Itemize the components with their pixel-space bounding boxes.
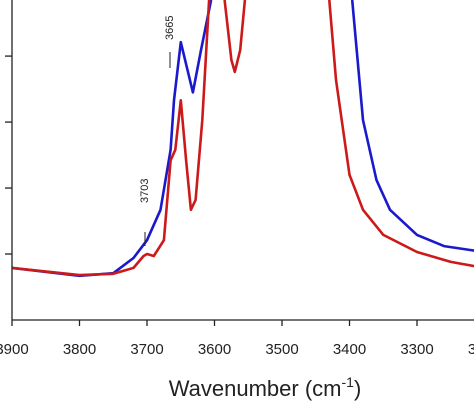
spectrum-line	[328, 0, 474, 268]
x-axis-label: Wavenumber (cm-1)	[169, 374, 362, 401]
x-tick-label: 3800	[63, 341, 96, 358]
spectrum-line	[12, 0, 213, 278]
spectrum-line	[350, 0, 474, 252]
x-tick-label: 3400	[333, 341, 366, 358]
x-tick-label: 3700	[130, 341, 163, 358]
annotation: 3665	[164, 16, 176, 40]
annotation: 3703	[139, 179, 151, 203]
spectrum-line	[12, 0, 211, 277]
x-tick-label: 3600	[198, 341, 231, 358]
x-tick-label: 3500	[265, 341, 298, 358]
x-axis-label-end: )	[354, 376, 361, 401]
x-tick-label: 3200	[468, 341, 474, 358]
plot-area	[12, 0, 474, 278]
x-tick-label: 3900	[0, 341, 29, 358]
x-axis-label-text: Wavenumber (cm	[169, 376, 342, 401]
x-axis-label-sup: -1	[342, 374, 355, 390]
x-tick-label: 3300	[400, 341, 433, 358]
spectrum-line	[223, 0, 247, 74]
